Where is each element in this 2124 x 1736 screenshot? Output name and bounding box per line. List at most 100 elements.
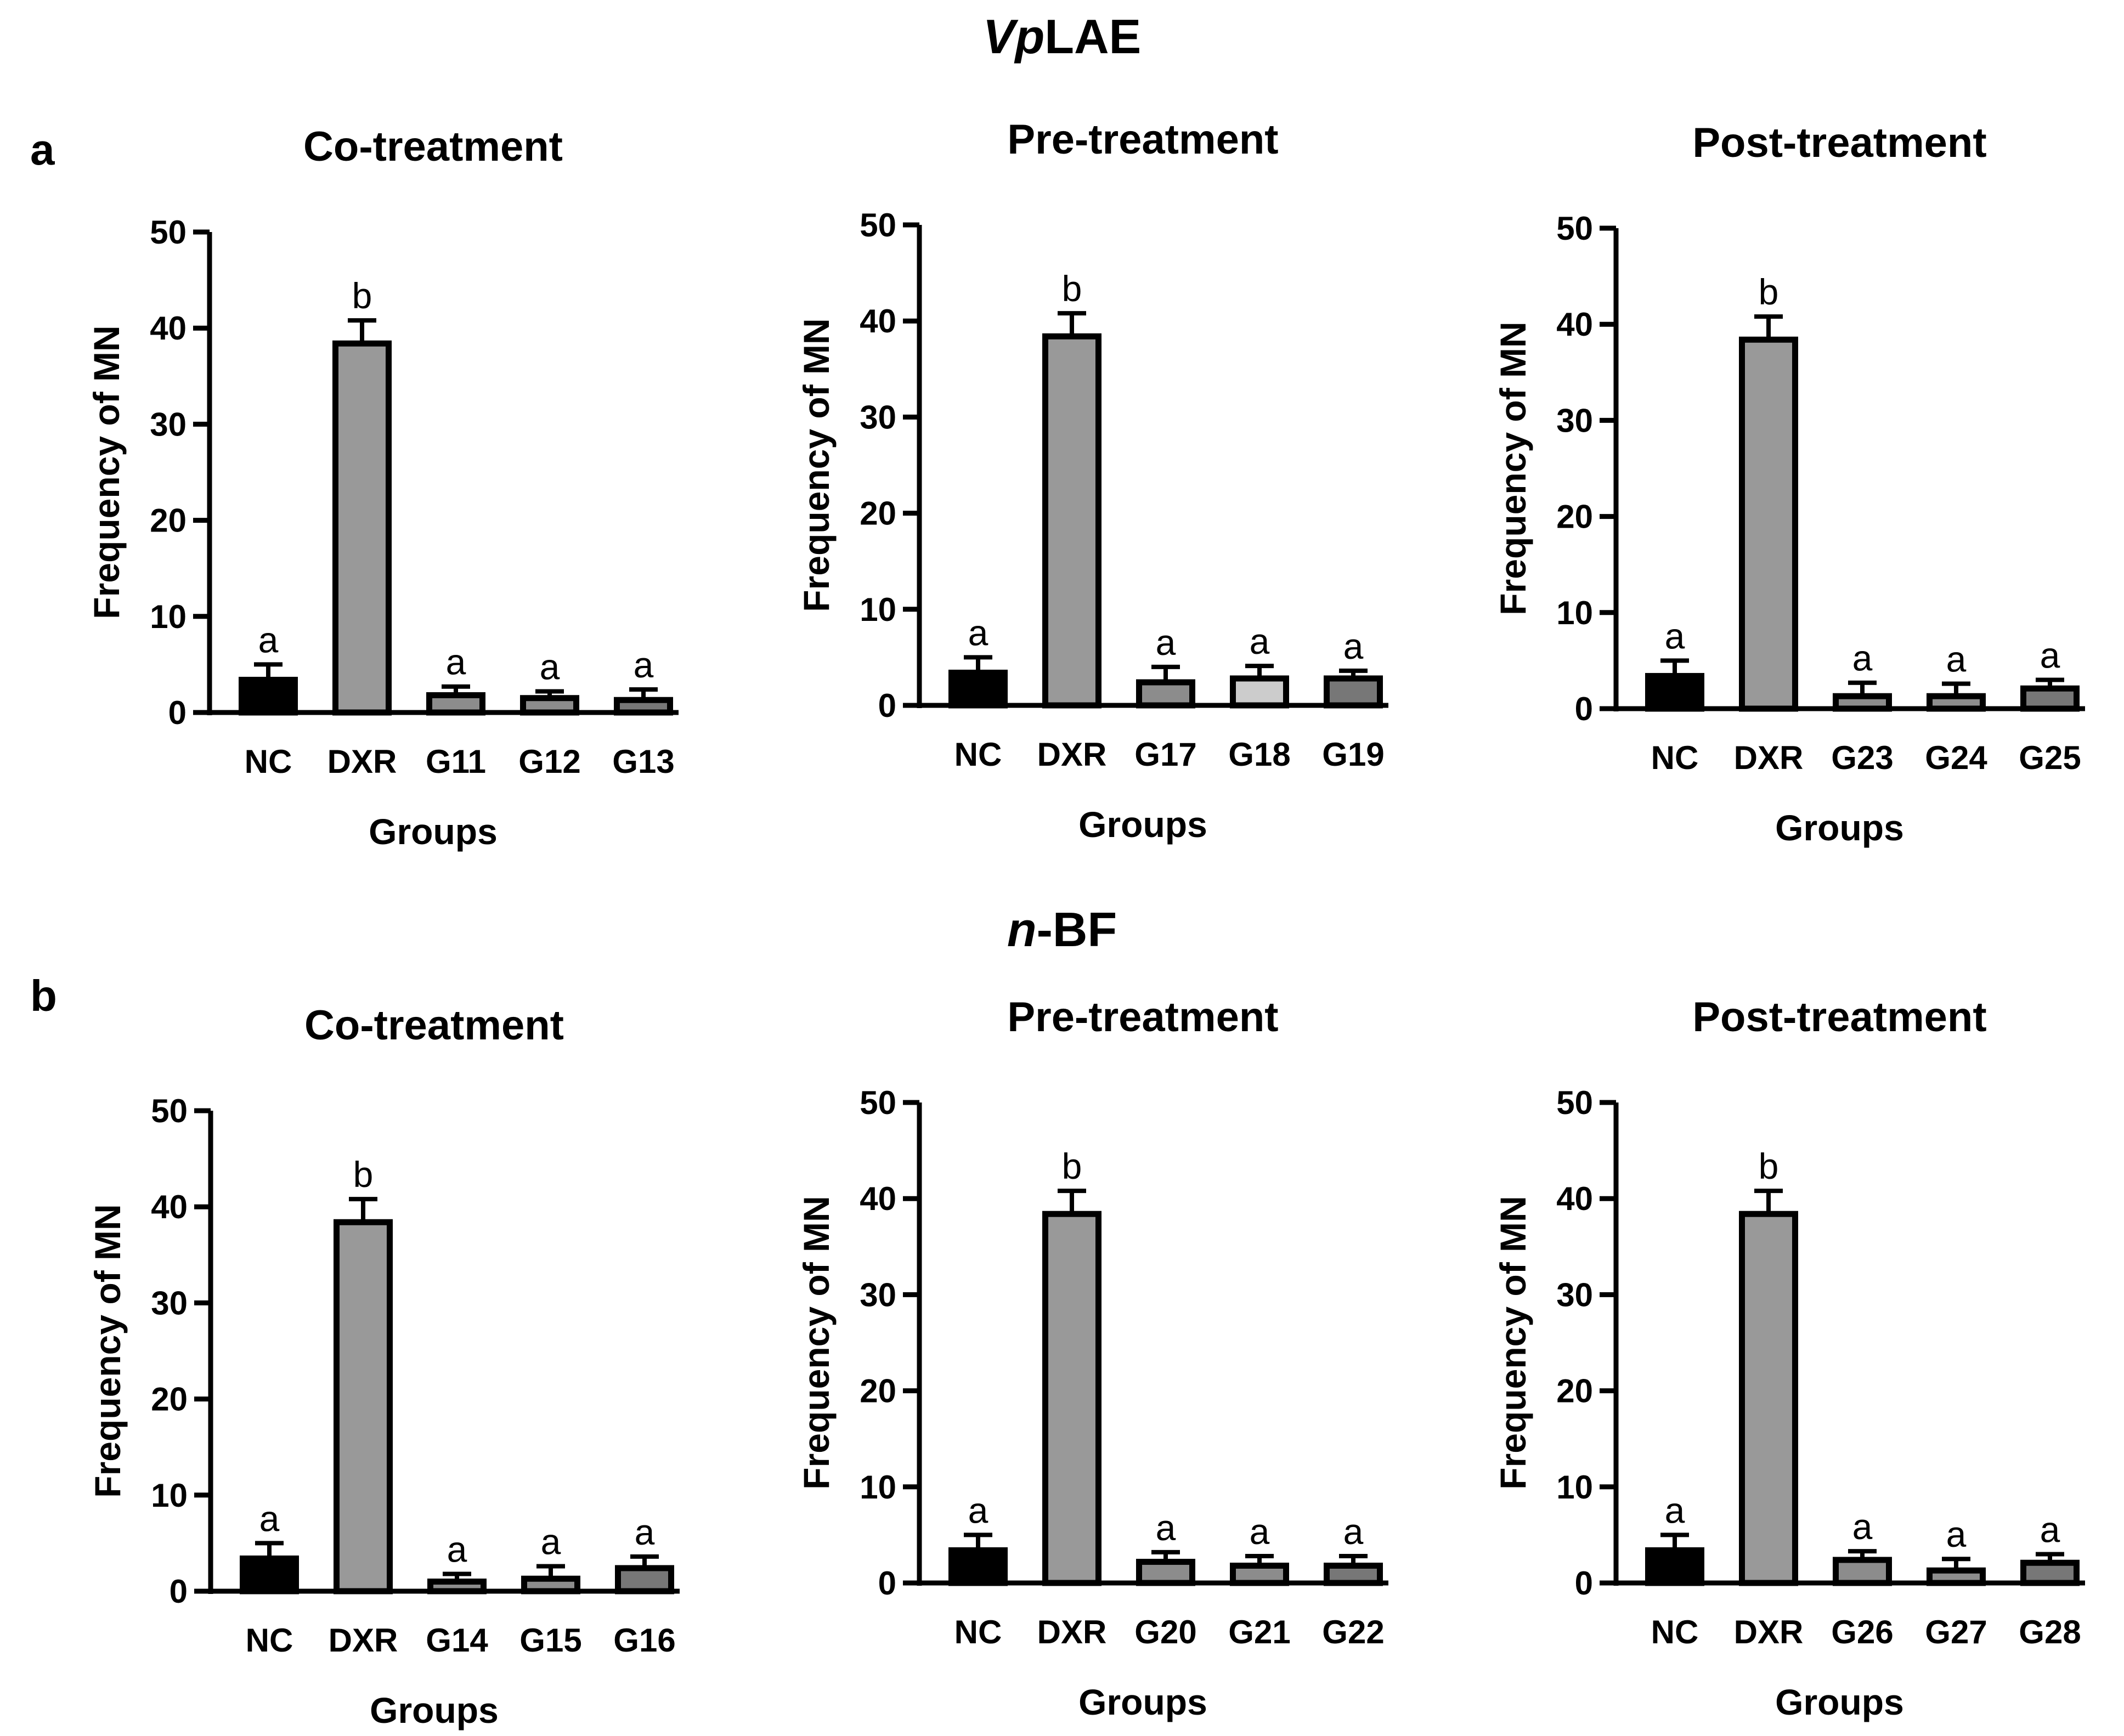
- significance-letter: a: [1343, 1511, 1364, 1552]
- x-tick-label: DXR: [1037, 736, 1107, 773]
- y-tick-label: 30: [1556, 1276, 1593, 1313]
- y-tick-label: 0: [170, 1573, 188, 1610]
- x-tick-label: G21: [1228, 1614, 1290, 1650]
- x-tick-label: NC: [954, 736, 1002, 773]
- x-tick-label: NC: [1651, 1614, 1699, 1650]
- section-a-label: a: [30, 125, 55, 174]
- x-tick-label: DXR: [329, 1622, 398, 1659]
- y-tick-label: 40: [860, 303, 896, 340]
- bar: [1042, 333, 1101, 709]
- significance-letter: a: [1343, 626, 1364, 666]
- x-axis-label: Groups: [1775, 807, 1904, 848]
- x-axis-label: Groups: [1078, 804, 1207, 845]
- bar: [1136, 1558, 1195, 1586]
- significance-letter: a: [258, 619, 279, 660]
- bar: [426, 692, 485, 716]
- significance-letter: a: [968, 612, 988, 653]
- significance-letter: a: [1665, 615, 1685, 656]
- bar: [1136, 679, 1195, 709]
- y-axis-label: Frequency of MN: [796, 318, 837, 612]
- bar: [1042, 1211, 1101, 1586]
- x-axis-label: Groups: [1775, 1682, 1904, 1722]
- y-axis-label: Frequency of MN: [1493, 1196, 1533, 1489]
- x-tick-label: G16: [613, 1622, 675, 1659]
- x-tick-label: G24: [1925, 739, 1987, 776]
- chart-title: Post-treatment: [1692, 120, 1986, 166]
- x-tick-label: NC: [1651, 739, 1699, 776]
- chart-title: Post-treatment: [1692, 994, 1986, 1041]
- y-tick-label: 0: [1575, 1565, 1593, 1602]
- y-tick-label: 30: [860, 399, 896, 436]
- x-tick-label: G22: [1322, 1614, 1384, 1650]
- y-tick-label: 10: [860, 1469, 896, 1506]
- chart-panel-1: Co-treatment a NC b DXR a G11 a G12 a G13 0 10 20 30 40…: [86, 123, 679, 852]
- y-tick-label: 30: [1556, 402, 1593, 439]
- y-tick-label: 40: [150, 310, 187, 347]
- bar: [1739, 336, 1798, 712]
- y-tick-label: 50: [860, 207, 896, 244]
- significance-letter: a: [2040, 635, 2060, 675]
- x-tick-label: DXR: [1734, 1614, 1804, 1650]
- x-tick-label: G11: [426, 743, 486, 780]
- chart-title: Pre-treatment: [1007, 116, 1278, 163]
- y-tick-label: 50: [1556, 1084, 1593, 1121]
- significance-letter: b: [353, 1154, 374, 1195]
- significance-letter: a: [447, 1529, 467, 1569]
- x-tick-label: G17: [1134, 736, 1196, 773]
- significance-letter: a: [446, 642, 466, 682]
- bar: [1833, 1557, 1892, 1586]
- x-tick-label: G20: [1134, 1614, 1196, 1650]
- bar: [948, 669, 1008, 709]
- y-tick-label: 10: [1556, 595, 1593, 631]
- bar: [948, 1547, 1008, 1586]
- significance-letter: b: [1062, 268, 1082, 309]
- x-tick-label: G25: [2019, 739, 2081, 776]
- chart-title: Pre-treatment: [1007, 994, 1278, 1041]
- x-axis-label: Groups: [1078, 1682, 1207, 1722]
- x-tick-label: DXR: [327, 743, 397, 780]
- significance-letter: a: [541, 1521, 561, 1562]
- x-tick-label: G19: [1322, 736, 1384, 773]
- y-tick-label: 10: [1556, 1469, 1593, 1506]
- bar: [1230, 675, 1289, 709]
- bar: [1324, 1562, 1383, 1586]
- x-tick-label: G23: [1831, 739, 1893, 776]
- y-tick-label: 0: [168, 694, 187, 731]
- y-tick-label: 10: [860, 591, 896, 628]
- x-axis-label: Groups: [370, 1690, 499, 1731]
- y-axis-label: Frequency of MN: [86, 325, 127, 619]
- y-tick-label: 50: [1556, 210, 1593, 247]
- y-tick-label: 10: [151, 1477, 188, 1514]
- bar: [1645, 672, 1704, 712]
- x-tick-label: G27: [1925, 1614, 1987, 1650]
- bar: [334, 1219, 393, 1594]
- significance-letter: a: [2040, 1509, 2060, 1550]
- x-tick-label: G12: [518, 743, 580, 780]
- bar: [239, 676, 298, 716]
- y-tick-label: 30: [150, 406, 187, 443]
- chart-title: Co-treatment: [303, 123, 563, 170]
- y-tick-label: 20: [860, 1373, 896, 1410]
- y-tick-label: 30: [860, 1276, 896, 1313]
- section-b-label: b: [30, 971, 57, 1020]
- x-tick-label: NC: [246, 1622, 293, 1659]
- y-tick-label: 0: [878, 1565, 896, 1602]
- y-tick-label: 0: [1575, 691, 1593, 727]
- significance-letter: b: [1759, 1146, 1779, 1186]
- significance-letter: a: [1156, 622, 1176, 663]
- x-tick-label: DXR: [1734, 739, 1804, 776]
- x-tick-label: G28: [2019, 1614, 2081, 1650]
- significance-letter: a: [1946, 638, 1967, 679]
- y-tick-label: 20: [1556, 499, 1593, 535]
- chart-panel-6: Post-treatment a NC b DXR a G26 a G27 a G28 0 10 20 30…: [1493, 994, 2085, 1722]
- x-tick-label: G26: [1831, 1614, 1893, 1650]
- y-axis-label: Frequency of MN: [87, 1204, 128, 1497]
- significance-letter: a: [1250, 621, 1270, 661]
- x-axis-label: Groups: [369, 811, 498, 852]
- chart-panel-3: Post-treatment a NC b DXR a G23 a G24 a G25 0 10 20 30…: [1493, 120, 2085, 848]
- y-tick-label: 50: [150, 214, 187, 251]
- x-tick-label: G15: [519, 1622, 581, 1659]
- significance-letter: b: [1062, 1146, 1082, 1186]
- bar: [615, 1565, 674, 1594]
